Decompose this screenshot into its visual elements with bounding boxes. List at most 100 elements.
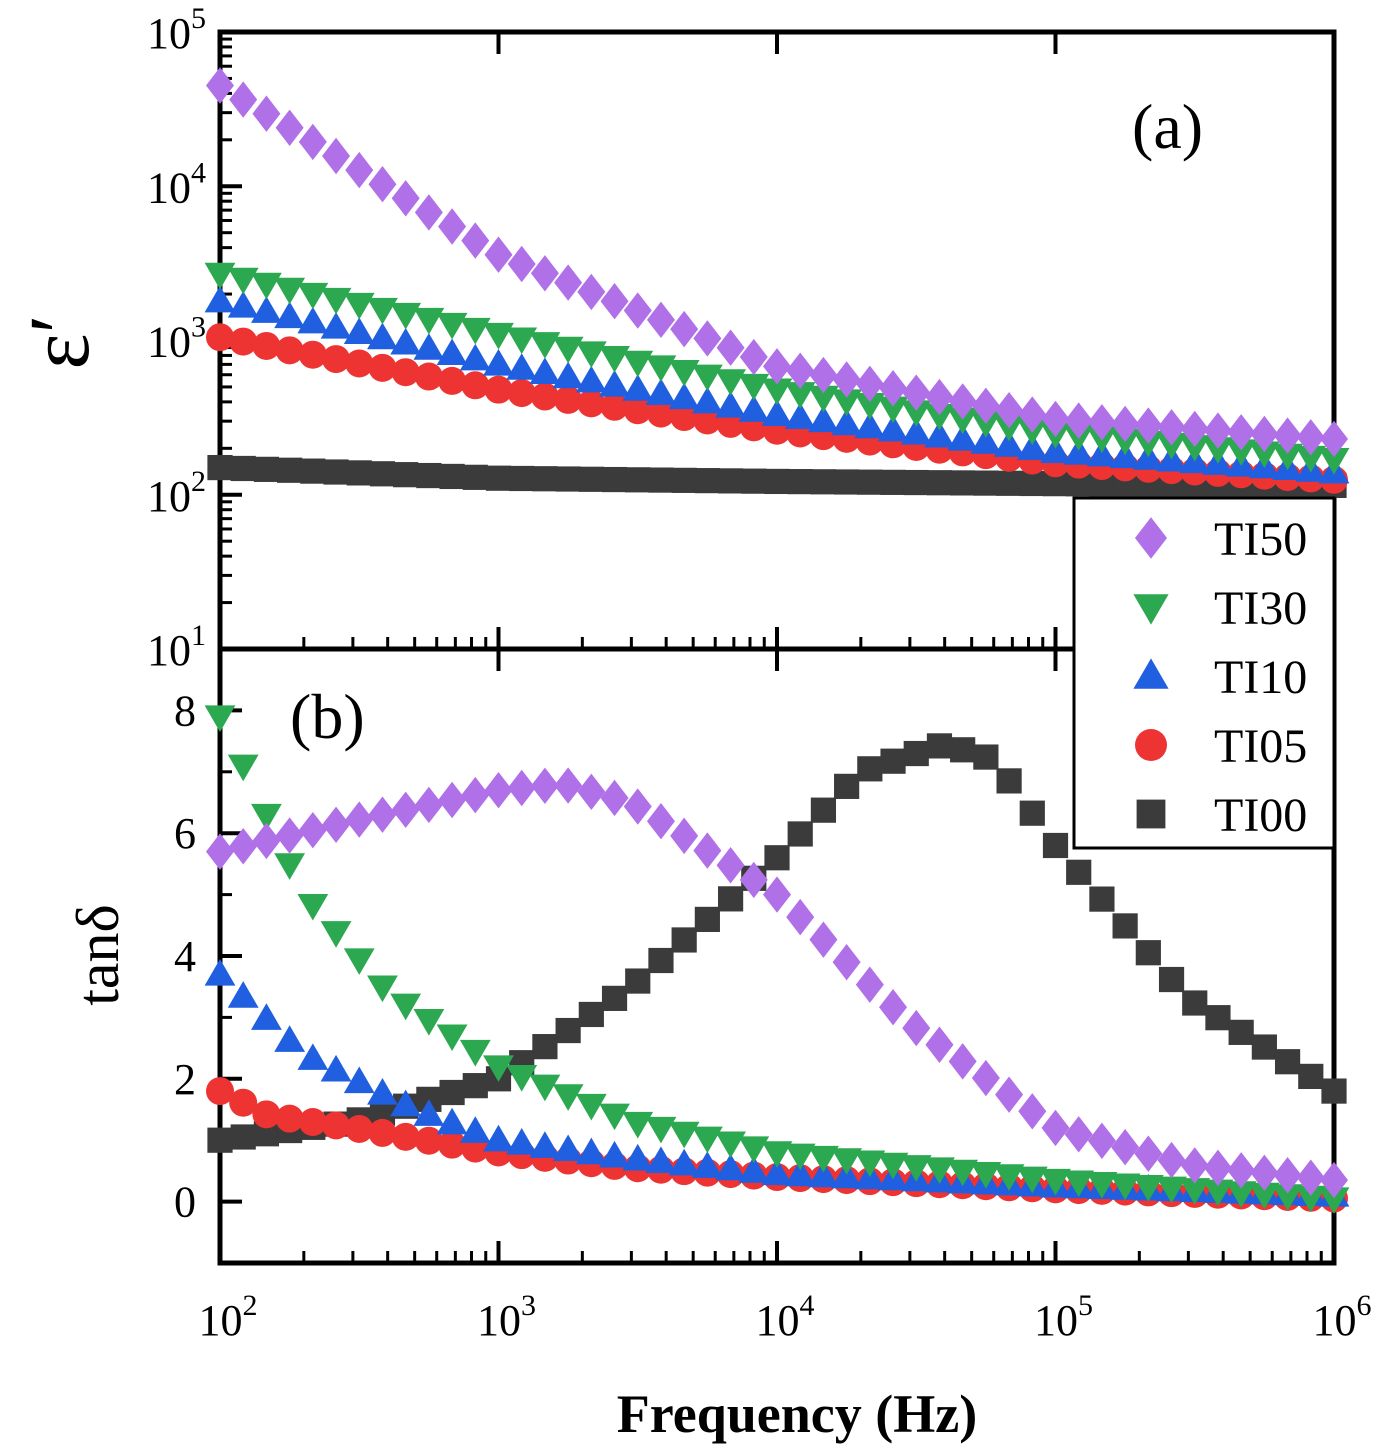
point-ti00 [996,768,1022,794]
point-ti10 [784,1159,816,1187]
point-ti00 [578,466,604,492]
point-ti00 [230,455,256,482]
point-ti30 [552,336,584,364]
point-ti00 [1019,470,1045,497]
y-tick-label: 104 [147,156,206,212]
point-ti50 [646,301,675,339]
point-ti00 [601,985,628,1011]
panel-a-marks [204,67,1350,498]
point-ti50 [902,1009,931,1047]
point-ti00 [950,470,976,496]
legend-marker-ti50 [1135,517,1167,559]
point-ti00 [764,845,790,871]
point-ti00 [834,469,860,495]
point-ti00 [926,470,953,496]
point-ti05 [275,1104,304,1133]
point-ti50 [763,348,791,385]
point-ti10 [459,1116,491,1143]
point-ti00 [1228,1019,1254,1045]
point-ti30 [993,1164,1025,1191]
point-ti50 [739,338,768,376]
point-ti50 [879,370,908,407]
point-ti30 [1272,443,1303,471]
point-ti30 [483,322,514,350]
point-ti30 [343,292,375,320]
point-ti30 [1156,432,1187,460]
point-ti00 [1251,1034,1277,1060]
point-ti50 [786,898,815,936]
point-ti50 [298,811,327,849]
point-ti30 [1248,441,1280,469]
point-ti50 [322,137,351,175]
y-tick-label: 101 [147,619,206,675]
point-ti30 [970,1162,1002,1189]
point-ti10 [506,353,538,380]
point-ti50 [1157,409,1186,446]
point-ti00 [369,461,396,487]
point-ti50 [368,165,397,203]
point-ti00 [973,470,999,496]
point-ti50 [414,194,443,231]
point-ti10 [993,430,1025,457]
y-tick-label: 102 [147,465,206,521]
series-ti50 [206,767,1348,1199]
point-ti50 [1203,1149,1232,1187]
panel-a: 101 102 103 104 105 (a) ε′ [11,2,1350,675]
point-ti10 [413,333,445,360]
point-ti05 [298,1108,327,1137]
point-ti10 [599,1140,630,1168]
point-ti50 [484,772,513,809]
point-ti30 [1318,448,1350,475]
point-ti10 [227,981,259,1008]
point-ti30 [529,332,561,359]
point-ti05 [414,362,443,391]
point-ti30 [738,1136,770,1163]
point-ti50 [716,847,745,884]
point-ti10 [390,327,422,355]
point-ti30 [784,1143,816,1171]
point-ti50 [716,329,745,366]
point-ti50 [438,781,467,819]
legend-item-ti50: TI50 [1135,513,1307,566]
point-ti30 [1156,1176,1187,1204]
point-ti50 [670,310,699,348]
point-ti10 [274,1025,306,1052]
point-ti30 [413,307,445,335]
point-ti00 [717,468,744,494]
point-ti10 [738,1156,770,1183]
point-ti05 [322,345,351,374]
point-ti30 [529,1074,561,1102]
point-ti30 [599,346,630,373]
point-ti30 [900,1155,932,1182]
point-ti10 [390,1089,422,1117]
point-ti30 [1318,1187,1350,1214]
point-ti05 [368,1118,397,1147]
point-ti30 [854,1150,886,1178]
point-ti10 [483,1124,514,1152]
point-ti50 [554,767,583,804]
point-ti50 [971,387,1000,425]
point-ti10 [1063,438,1095,465]
point-ti00 [671,927,697,953]
point-ti10 [274,301,306,329]
point-ti50 [1250,1154,1279,1191]
point-ti10 [691,1151,723,1178]
point-ti50 [1064,402,1093,439]
point-ti30 [854,393,886,420]
point-ti05 [391,358,420,387]
point-ti50 [1111,405,1140,443]
point-ti00 [625,968,651,994]
point-ti50 [206,833,234,870]
point-ti30 [320,287,352,315]
point-ti00 [1066,859,1092,885]
point-ti30 [575,341,607,369]
point-ti30 [343,948,375,975]
point-ti50 [1180,1147,1209,1184]
point-ti00 [1135,940,1161,966]
point-ti05 [623,396,652,425]
point-ti10 [599,369,630,397]
point-ti30 [227,754,259,782]
point-ti10 [320,312,352,339]
point-ti50 [1018,1093,1047,1130]
point-ti10 [947,424,979,451]
